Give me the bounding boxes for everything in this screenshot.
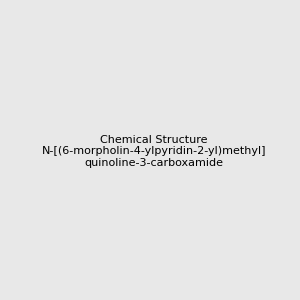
Text: Chemical Structure
N-[(6-morpholin-4-ylpyridin-2-yl)methyl]
quinoline-3-carboxam: Chemical Structure N-[(6-morpholin-4-ylp… <box>41 135 266 168</box>
